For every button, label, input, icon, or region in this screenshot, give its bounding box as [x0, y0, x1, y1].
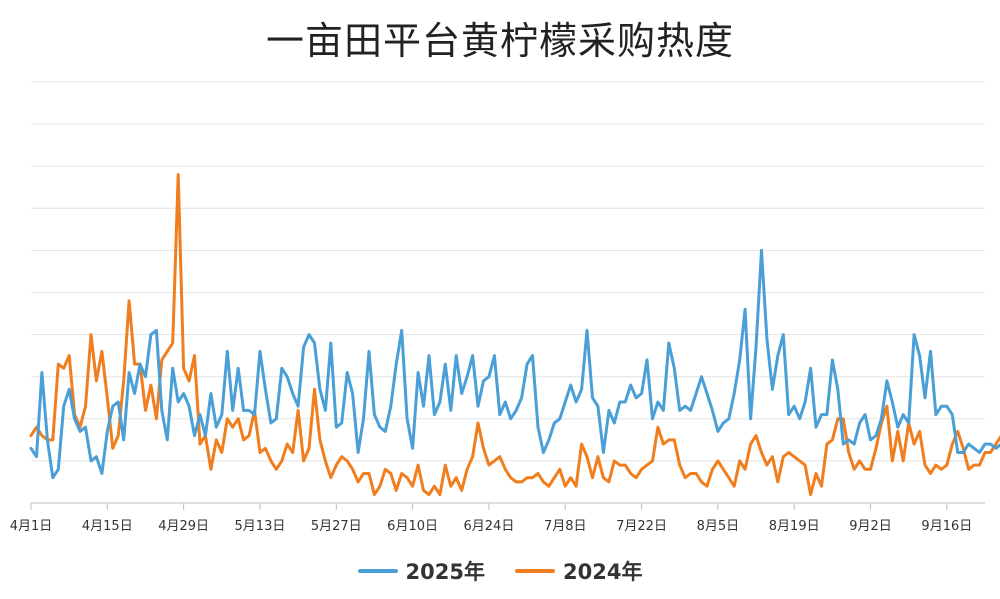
x-tick-label: 6月10日 — [387, 519, 438, 534]
x-tick-label: 8月19日 — [769, 519, 820, 534]
x-tick-label: 4月15日 — [82, 519, 133, 534]
legend-swatch-2024 — [515, 569, 555, 573]
legend-item-2025[interactable]: 2025年 — [357, 556, 485, 586]
series-lines — [29, 173, 1000, 497]
x-tick-label: 8月5日 — [697, 519, 740, 534]
x-axis: 4月1日 4月15日 4月29日 5月13日 5月27日 6月10日 6月24日 7月8日 7月… — [10, 503, 972, 534]
x-tick-label: 7月22日 — [616, 519, 667, 534]
x-tick-label: 5月27日 — [311, 519, 362, 534]
x-tick-label: 4月29日 — [158, 519, 209, 534]
x-tick-label: 7月8日 — [544, 519, 587, 534]
legend-label-2024: 2024年 — [563, 560, 643, 584]
legend: 2025年 2024年 — [0, 556, 1000, 586]
legend-item-2024[interactable]: 2024年 — [515, 556, 642, 586]
x-tick-label: 4月1日 — [10, 519, 53, 534]
series-line-2024 — [29, 173, 1000, 497]
x-tick-label: 9月2日 — [849, 519, 892, 534]
x-tick-label: 5月13日 — [235, 519, 286, 534]
series-line-2025 — [29, 248, 1000, 480]
legend-swatch-2025 — [357, 569, 398, 573]
chart-title: 一亩田平台黄柠檬采购热度 — [265, 19, 734, 63]
legend-label-2025: 2025年 — [405, 560, 485, 584]
x-tick-label: 9月16日 — [921, 519, 972, 534]
x-tick-label: 6月24日 — [464, 519, 515, 534]
